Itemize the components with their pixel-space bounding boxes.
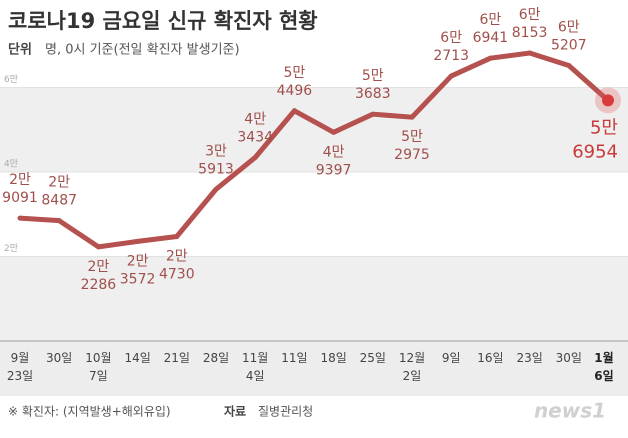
x-tick-label: 23일	[516, 351, 542, 365]
x-tick-label: 9월 23일	[7, 351, 33, 383]
x-tick-label: 21일	[164, 351, 190, 365]
x-tick-label: 25일	[360, 351, 386, 365]
x-tick-label: 18일	[320, 351, 346, 365]
y-tick-label: 6만	[4, 74, 18, 85]
value-label: 4만 9397	[316, 144, 352, 178]
point	[409, 114, 415, 120]
source-label: 자료	[224, 404, 246, 419]
point	[370, 111, 376, 117]
x-tick-label: 28일	[203, 351, 229, 365]
point	[527, 50, 533, 56]
unit: 명, 0시 기준(전일 확진자 발생기준)	[45, 43, 240, 58]
point	[602, 94, 614, 107]
point	[56, 218, 62, 224]
value-label: 2만 8487	[41, 175, 77, 209]
value-label: 6만 8153	[512, 7, 548, 41]
x-tick-label: 10월 7일	[85, 351, 111, 383]
value-label: 4만 3434	[237, 111, 273, 145]
logo: news1	[534, 399, 606, 423]
chart-title: 코로나19 금요일 신규 확진자 현황	[8, 9, 318, 33]
point	[174, 234, 180, 240]
value-label: 5만 6954	[572, 117, 618, 162]
point	[213, 186, 219, 192]
point	[331, 129, 337, 135]
value-label: 6만 6941	[473, 12, 509, 46]
point	[135, 238, 141, 244]
note: ※ 확진자: (지역발생+해외유입)	[8, 405, 171, 419]
value-label: 2만 9091	[2, 172, 38, 206]
y-tick-label: 2만	[4, 243, 18, 254]
band	[0, 87, 628, 172]
x-tick-label: 1월 6일	[594, 350, 613, 383]
point	[566, 63, 572, 69]
point	[291, 108, 297, 114]
value-label: 5만 2975	[394, 129, 430, 163]
value-label: 2만 2286	[81, 259, 117, 293]
band	[0, 256, 628, 341]
x-axis-band	[0, 341, 628, 396]
value-label: 3만 5913	[198, 143, 234, 177]
point	[17, 215, 23, 221]
x-tick-label: 12월 2일	[399, 351, 425, 383]
value-label: 2만 4730	[159, 249, 195, 283]
source: 질병관리청	[258, 405, 313, 419]
x-tick-label: 30일	[46, 351, 72, 365]
point	[487, 55, 493, 61]
point	[252, 154, 258, 160]
point	[95, 244, 101, 250]
value-label: 6만 2713	[433, 30, 469, 64]
x-tick-label: 11월 4일	[242, 351, 268, 383]
x-tick-label: 9일	[442, 351, 461, 365]
line	[19, 50, 610, 250]
x-tick-label: 11일	[281, 351, 307, 365]
point	[448, 73, 454, 79]
value-label: 2만 3572	[120, 253, 156, 287]
value-label: 5만 3683	[355, 68, 391, 102]
x-tick-label: 16일	[477, 351, 503, 365]
x-tick-label: 14일	[124, 351, 150, 365]
x-tick-label: 30일	[556, 351, 582, 365]
value-label: 5만 4496	[277, 65, 313, 99]
y-tick-label: 4만	[4, 159, 18, 170]
value-label: 6만 5207	[551, 20, 587, 54]
unit-label: 단위	[8, 42, 32, 58]
